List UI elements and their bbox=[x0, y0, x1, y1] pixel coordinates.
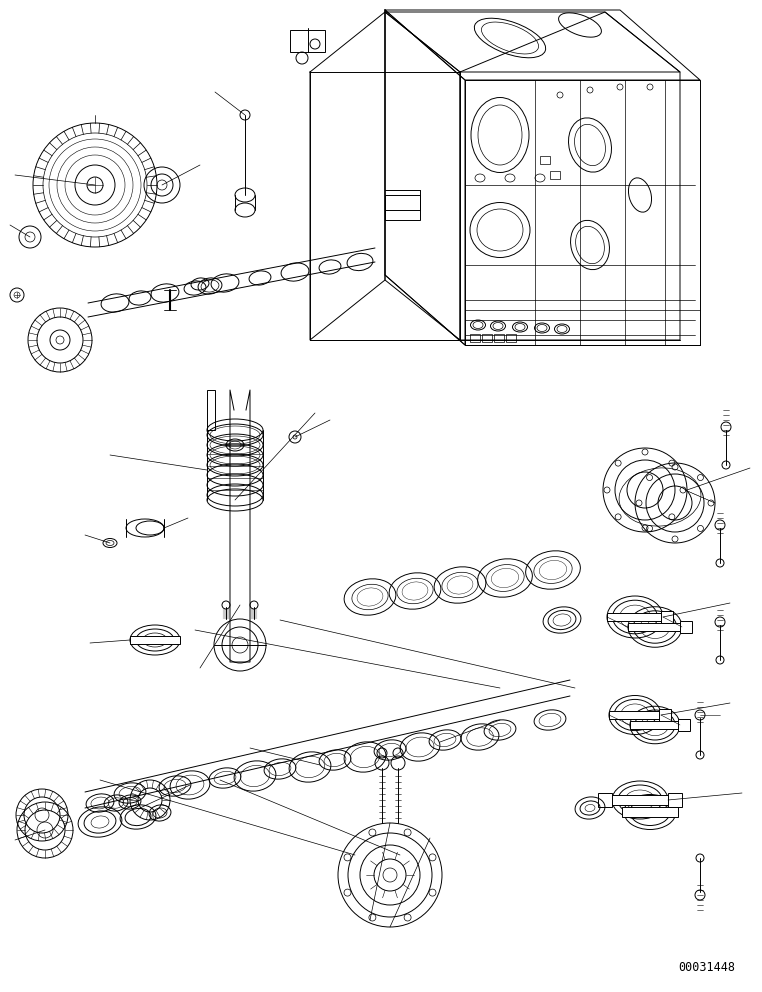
Bar bbox=[385, 195, 420, 220]
Bar bbox=[678, 719, 690, 731]
Bar bbox=[130, 636, 180, 644]
Bar bbox=[470, 334, 480, 342]
Bar bbox=[622, 807, 678, 817]
Bar bbox=[609, 711, 661, 719]
Bar bbox=[598, 793, 612, 807]
Bar bbox=[610, 795, 670, 805]
Bar bbox=[207, 390, 215, 430]
Bar bbox=[482, 334, 492, 342]
Bar bbox=[661, 611, 673, 623]
Text: 00031448: 00031448 bbox=[678, 961, 735, 974]
Bar bbox=[668, 793, 682, 807]
Bar bbox=[628, 623, 682, 631]
Bar bbox=[540, 156, 550, 164]
Bar bbox=[290, 30, 325, 52]
Bar bbox=[506, 334, 516, 342]
Bar bbox=[550, 171, 560, 179]
Bar bbox=[630, 721, 680, 729]
Bar bbox=[659, 709, 671, 721]
Bar bbox=[607, 613, 663, 621]
Bar bbox=[494, 334, 504, 342]
Bar bbox=[680, 621, 692, 633]
